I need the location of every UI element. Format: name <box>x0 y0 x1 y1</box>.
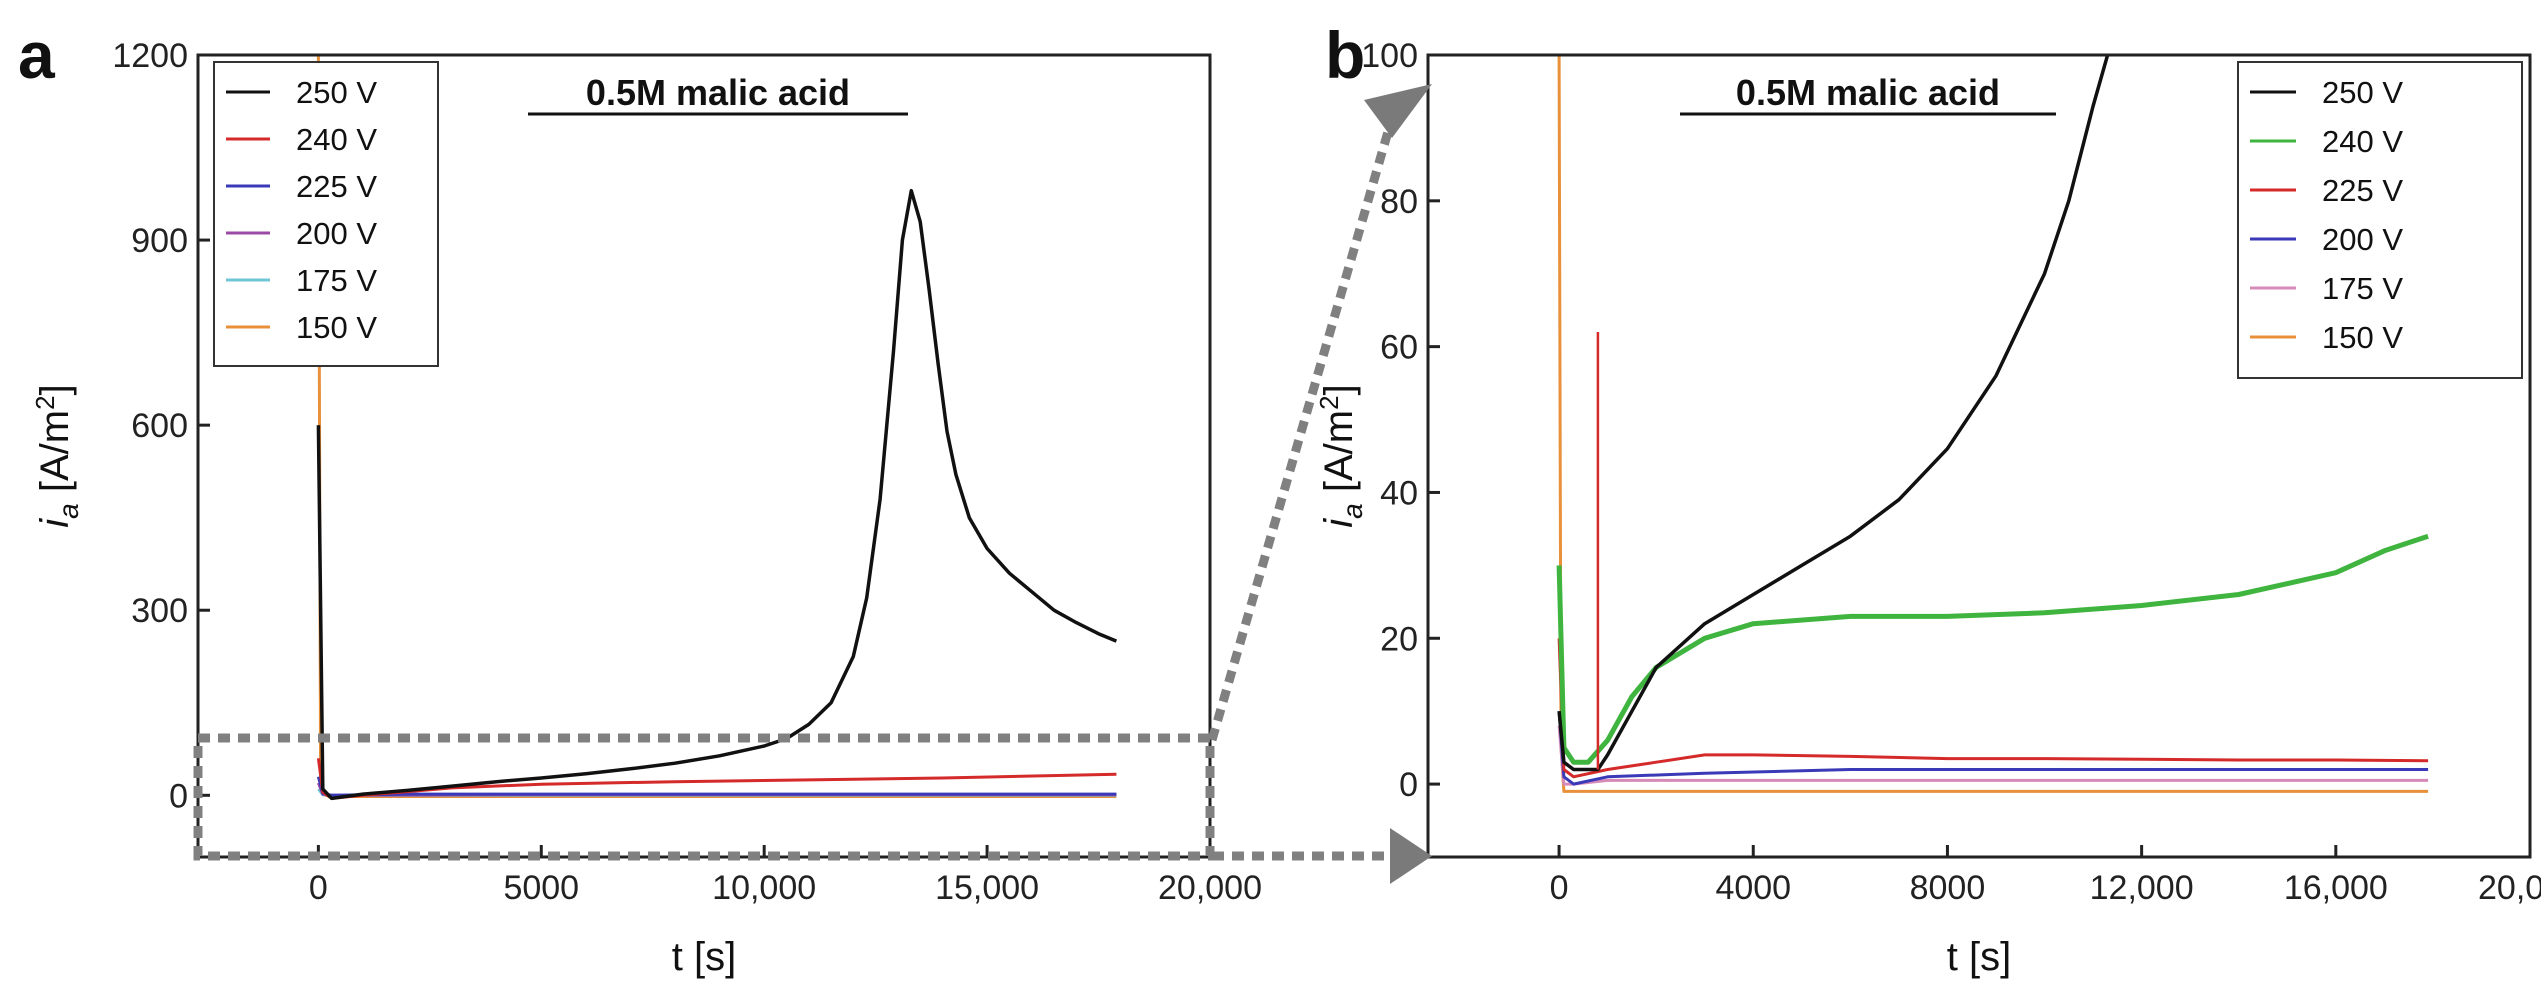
zoom-region-box <box>193 733 1215 861</box>
series-b-175v <box>1557 725 2429 786</box>
panel-b-legend-box <box>2237 61 2523 379</box>
legend-label-b: 200 V <box>2322 222 2403 257</box>
legend-label-b: 150 V <box>2322 320 2403 355</box>
panel-b-y-label-main: i <box>1317 518 1361 528</box>
panel-a-legend-box <box>213 61 439 367</box>
panel-a-x-axis-label: t [s] <box>672 935 736 979</box>
panel-a-legend: 250 V 240 V 225 V 200 V 175 V 150 V <box>213 61 439 367</box>
panel-a-annotation: 0.5M malic acid <box>586 72 850 113</box>
panel-b-frame <box>1426 53 2532 859</box>
legend-label-b: 240 V <box>2322 124 2403 159</box>
panel-a-y-tick-labels: 0 300 600 900 1200 <box>112 37 188 815</box>
panel-letter-b: b <box>1325 18 1365 92</box>
y-tick-label-a: 300 <box>131 592 188 630</box>
series-b-150v <box>1557 55 2429 793</box>
panel-a-chart: 0 5000 10,000 15,000 20,000 0 300 600 900 1200 t… <box>30 37 1262 979</box>
x-tick-label-a: 20,000 <box>1158 869 1262 907</box>
zoom-connector-top <box>1207 116 1397 742</box>
x-tick-label-b: 0 <box>1550 869 1569 907</box>
panel-a-y-label-sub: a <box>53 503 84 519</box>
x-tick-label-b: 8000 <box>1910 869 1986 907</box>
panel-letter-a: a <box>18 18 56 92</box>
y-tick-label-b: 80 <box>1380 183 1418 221</box>
y-tick-label-b: 60 <box>1380 329 1418 367</box>
series-b-250v <box>1557 55 2110 772</box>
x-tick-label-a: 10,000 <box>712 869 816 907</box>
y-tick-label-b: 20 <box>1380 620 1418 658</box>
panel-b-y-axis-label: ia [A/m2] <box>1314 384 1368 527</box>
legend-label-b: 225 V <box>2322 173 2403 208</box>
x-tick-label-b: 12,000 <box>2090 869 2194 907</box>
y-tick-label-b: 40 <box>1380 474 1418 512</box>
y-tick-label-a: 600 <box>131 407 188 445</box>
series-a-240v <box>316 758 1117 800</box>
series-b-240v <box>1556 533 2429 765</box>
zoom-arrowhead-bottom <box>1390 828 1432 884</box>
panel-a-y-label-unit: [A/m <box>33 410 77 503</box>
x-tick-label-a: 0 <box>309 869 328 907</box>
legend-label-a: 150 V <box>296 310 377 345</box>
x-tick-label-b: 20,000 <box>2478 869 2541 907</box>
panel-b-y-tick-labels: 0 20 40 60 80 100 <box>1361 37 1418 804</box>
y-tick-label-b: 0 <box>1399 766 1418 804</box>
x-tick-label-a: 15,000 <box>935 869 1039 907</box>
zoom-indicator <box>193 84 1432 884</box>
series-a-250v <box>316 188 1118 801</box>
zoom-arrowhead-top <box>1364 84 1432 138</box>
x-tick-label-a: 5000 <box>503 869 579 907</box>
x-tick-label-b: 4000 <box>1715 869 1791 907</box>
panel-a-y-label-close: ] <box>33 384 77 395</box>
legend-label-b: 175 V <box>2322 271 2403 306</box>
panel-a-y-axis-label: ia [A/m2] <box>30 384 84 527</box>
series-b-225v <box>1557 638 2429 779</box>
panel-b-y-label-sup: 2 <box>1314 395 1344 409</box>
legend-label-a: 240 V <box>296 122 377 157</box>
legend-label-b: 250 V <box>2322 75 2403 110</box>
panel-b-y-label-unit: [A/m <box>1317 410 1361 503</box>
panel-a-x-tick-labels: 0 5000 10,000 15,000 20,000 <box>309 869 1262 907</box>
panel-b-chart: 0 4000 8000 12,000 16,000 20,000 0 20 40 60 80 100… <box>1314 37 2541 979</box>
y-tick-label-a: 0 <box>169 777 188 815</box>
panel-b-x-tick-labels: 0 4000 8000 12,000 16,000 20,000 <box>1550 869 2541 907</box>
panel-b-y-label-close: ] <box>1317 384 1361 395</box>
legend-label-a: 175 V <box>296 263 377 298</box>
x-tick-label-b: 16,000 <box>2284 869 2388 907</box>
y-tick-label-a: 1200 <box>112 37 188 75</box>
series-b-200v <box>1557 711 2429 786</box>
panel-b-axis-ticks <box>1428 53 2532 857</box>
panel-b-series-group <box>1556 55 2429 793</box>
legend-label-a: 250 V <box>296 75 377 110</box>
legend-label-a: 225 V <box>296 169 377 204</box>
panel-a-series-group <box>316 55 1118 801</box>
panel-b-y-label-sub: a <box>1337 503 1368 519</box>
y-tick-label-a: 900 <box>131 222 188 260</box>
panel-a-frame <box>196 53 1212 859</box>
y-tick-label-b: 100 <box>1361 37 1418 75</box>
panel-a-y-label-sup: 2 <box>30 395 60 409</box>
panel-b-legend: 250 V 240 V 225 V 200 V 175 V 150 V <box>2237 61 2523 379</box>
panel-b-annotation: 0.5M malic acid <box>1736 72 2000 113</box>
panel-a-y-label-main: i <box>33 518 77 528</box>
legend-label-a: 200 V <box>296 216 377 251</box>
panel-b-x-axis-label: t [s] <box>1947 935 2011 979</box>
